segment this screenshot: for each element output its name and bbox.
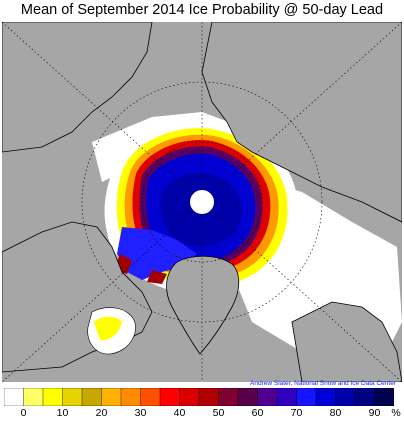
polar-map-canvas (2, 22, 402, 382)
scale-tick-label: 90 (368, 407, 381, 419)
scale-swatch (237, 388, 258, 406)
scale-tick-label: 50 (212, 407, 225, 419)
scale-tick-label: 80 (329, 407, 342, 419)
scale-swatch (296, 388, 317, 406)
scale-swatch (218, 388, 239, 406)
scale-tick-label: 0 (20, 407, 27, 419)
scale-swatch (140, 388, 161, 406)
map-title: Mean of September 2014 Ice Probability @… (20, 2, 384, 18)
scale-tick-label: 40 (173, 407, 186, 419)
scale-swatch (81, 388, 102, 406)
color-scale-swatches (4, 388, 394, 406)
scale-tick-label: % (391, 407, 401, 419)
scale-swatch (257, 388, 278, 406)
scandinavia-land (291, 301, 402, 382)
scale-swatch (23, 388, 44, 406)
scale-swatch (354, 388, 375, 406)
scale-swatch (198, 388, 219, 406)
alaska-land (2, 22, 153, 153)
hudson-bay-ice (94, 316, 122, 341)
scale-swatch (62, 388, 83, 406)
scale-swatch (276, 388, 297, 406)
scale-swatch (315, 388, 336, 406)
scale-swatch (4, 388, 24, 406)
scale-tick-label: 20 (95, 407, 108, 419)
scale-swatch (42, 388, 63, 406)
scale-tick-label: 60 (251, 407, 264, 419)
sea-ice-probability-map (2, 22, 402, 382)
color-scale-ticks: 0 10 20 30 40 50 60 70 80 90% (4, 407, 404, 421)
scale-swatch (120, 388, 141, 406)
scale-tick-label: 10 (56, 407, 69, 419)
archipelago-ice-edge (114, 254, 167, 284)
scale-swatch (101, 388, 122, 406)
scale-swatch (335, 388, 356, 406)
credit-text: Andrew Slater, National Snow and Ice Dat… (250, 380, 396, 387)
pole-hole (190, 190, 214, 214)
scale-swatch (159, 388, 180, 406)
scale-swatch (179, 388, 200, 406)
greenland-land (166, 255, 240, 355)
scale-tick-label: 70 (290, 407, 303, 419)
eurasia-land (201, 22, 402, 223)
color-scale-bar (4, 388, 394, 406)
scale-swatch (374, 388, 394, 406)
scale-tick-label: 30 (134, 407, 147, 419)
